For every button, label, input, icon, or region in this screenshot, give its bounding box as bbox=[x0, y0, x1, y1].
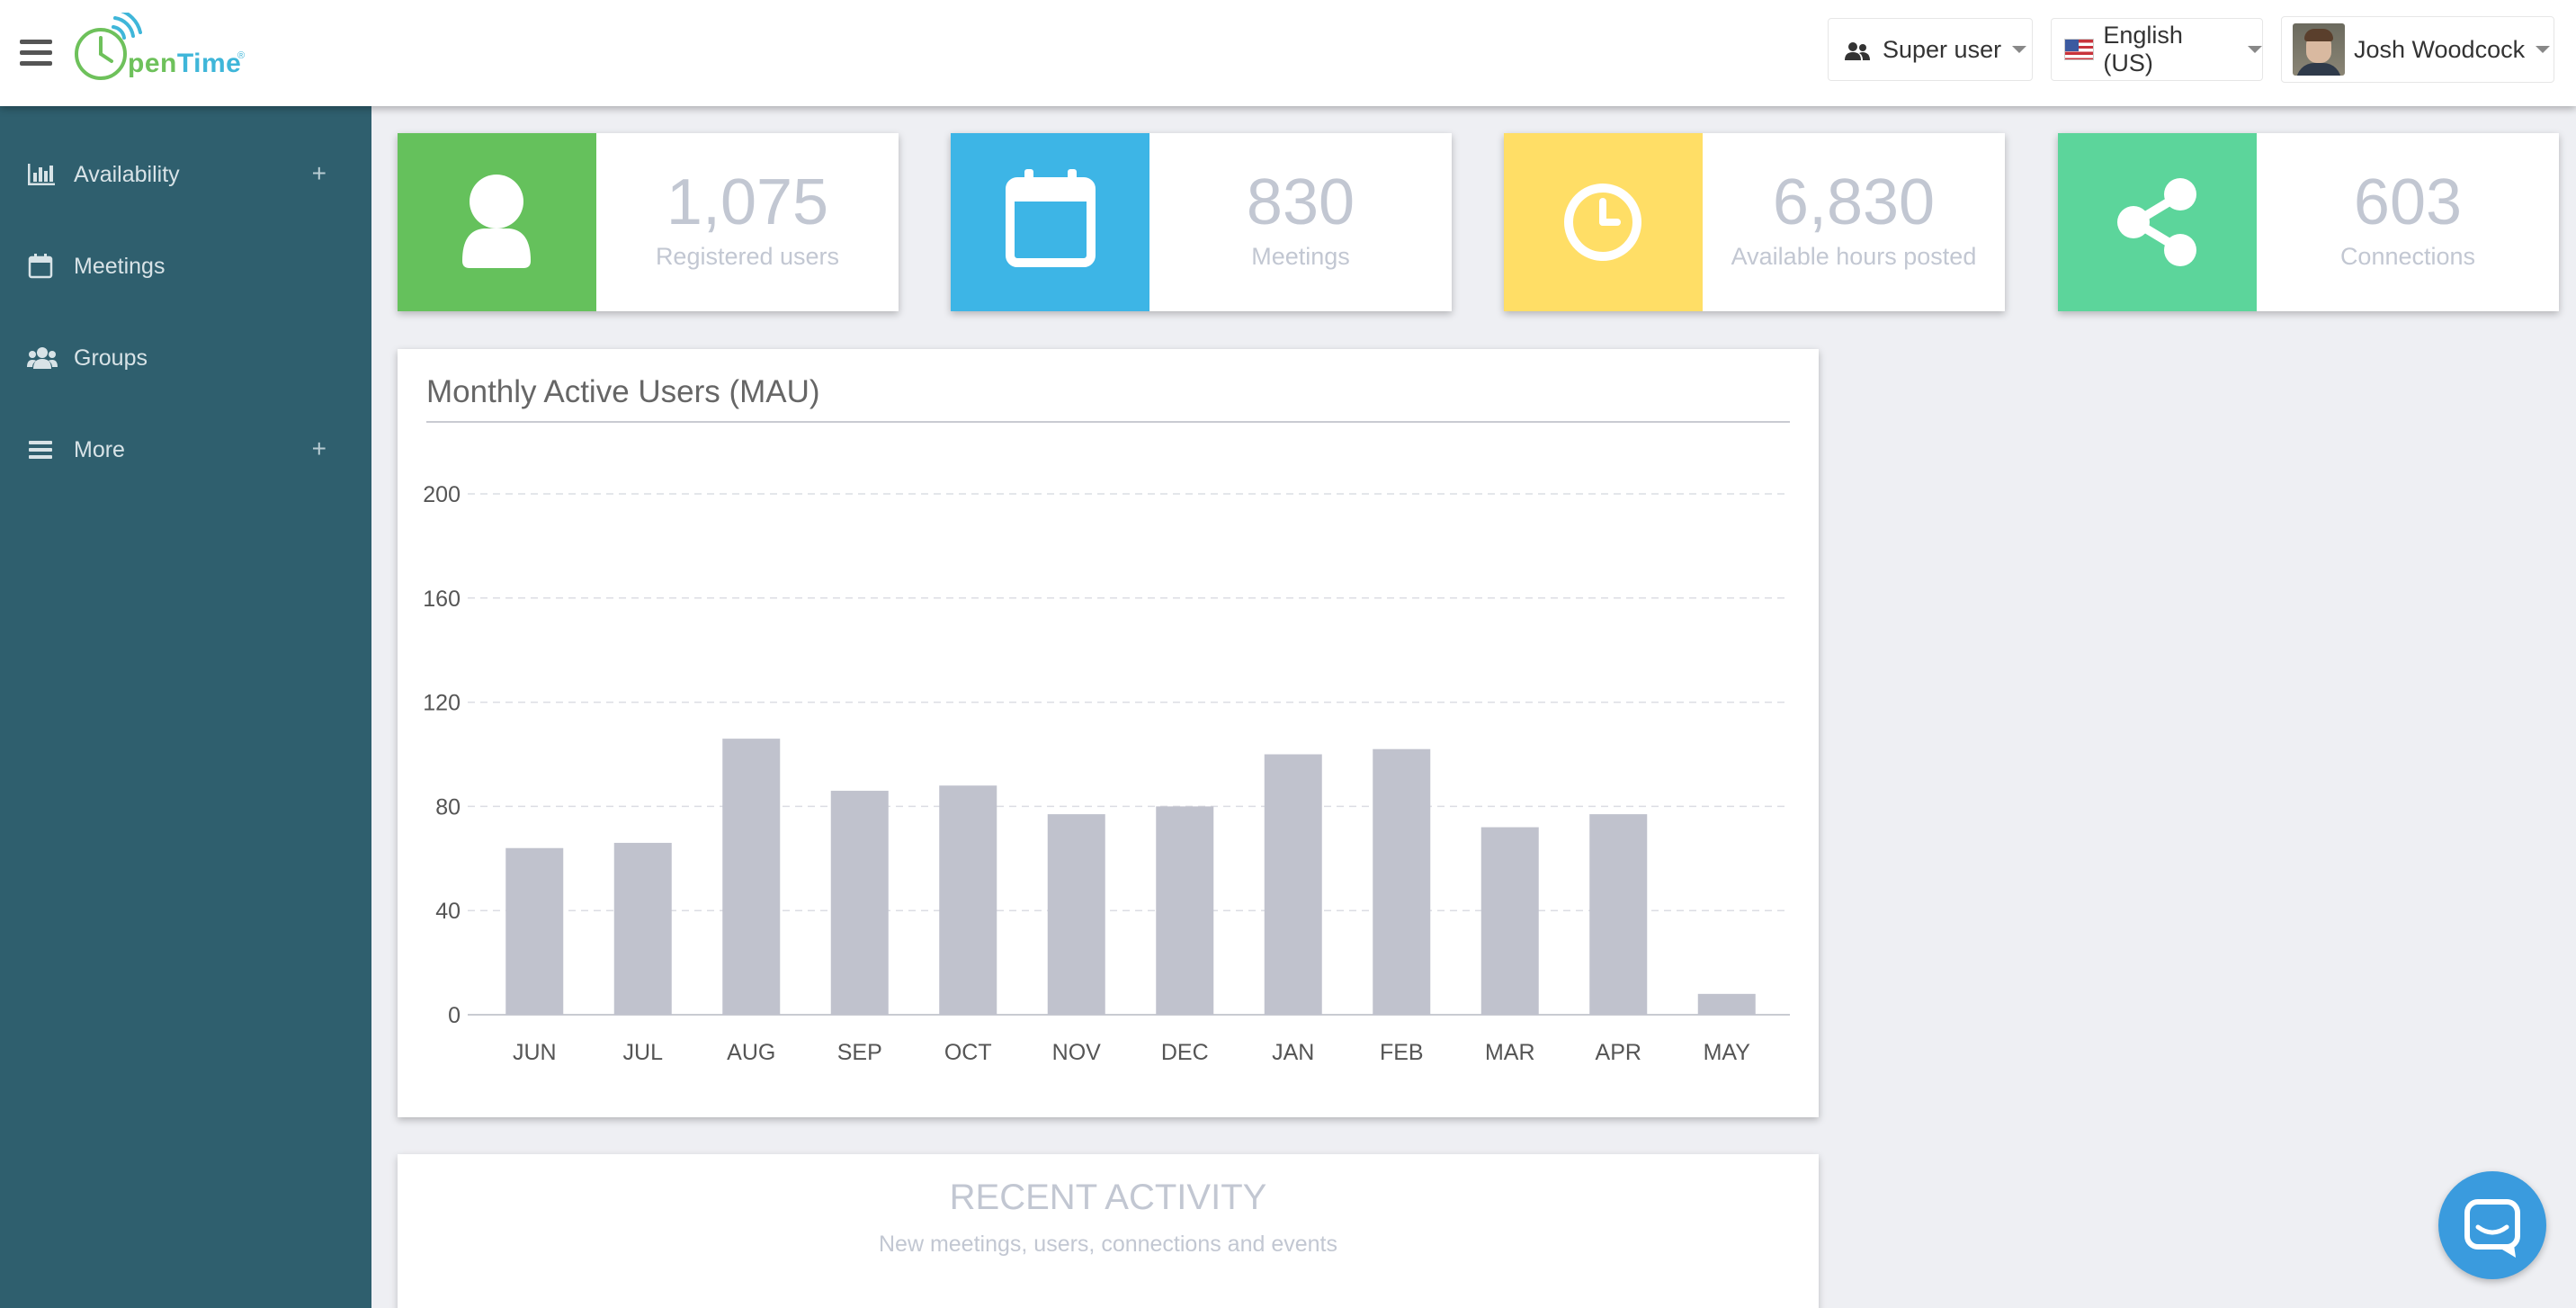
bar-apr[interactable] bbox=[1589, 814, 1648, 1015]
chevron-down-icon bbox=[2012, 46, 2027, 53]
language-label: English (US) bbox=[2103, 22, 2183, 76]
title-divider bbox=[426, 421, 1790, 423]
sidebar-item-label: Groups bbox=[74, 345, 148, 371]
stat-label: Registered users bbox=[655, 243, 840, 270]
stat-tile bbox=[398, 133, 596, 311]
recent-activity-title: RECENT ACTIVITY bbox=[949, 1178, 1267, 1217]
users-icon bbox=[1845, 40, 1870, 60]
x-tick-label: SEP bbox=[837, 1040, 882, 1065]
calendar-icon bbox=[27, 254, 56, 279]
role-dropdown[interactable]: Super user bbox=[1828, 18, 2033, 81]
stat-card-connections[interactable]: 603 Connections bbox=[2058, 133, 2559, 311]
stat-value: 603 bbox=[2353, 166, 2463, 238]
logo-registered-mark: ® bbox=[237, 50, 246, 61]
chat-icon bbox=[2464, 1199, 2520, 1258]
sidebar-item-label: More bbox=[74, 436, 125, 462]
user-name: Josh Woodcock bbox=[2354, 35, 2526, 63]
y-tick-label: 40 bbox=[435, 899, 461, 924]
stat-label: Meetings bbox=[1251, 243, 1350, 270]
x-tick-label: FEB bbox=[1380, 1040, 1424, 1065]
stat-tile bbox=[2058, 133, 2257, 311]
x-tick-label: MAR bbox=[1485, 1040, 1535, 1065]
user-menu-dropdown[interactable]: Josh Woodcock bbox=[2281, 16, 2554, 83]
stat-tile bbox=[1504, 133, 1703, 311]
us-flag-icon bbox=[2064, 39, 2095, 60]
sidebar-item-meetings[interactable]: Meetings bbox=[0, 226, 371, 307]
bar-nov[interactable] bbox=[1047, 814, 1105, 1015]
x-tick-label: NOV bbox=[1052, 1040, 1102, 1065]
x-tick-label: APR bbox=[1596, 1040, 1641, 1065]
expand-plus-icon[interactable]: + bbox=[311, 435, 326, 462]
x-tick-label: DEC bbox=[1161, 1040, 1209, 1065]
language-dropdown[interactable]: English (US) bbox=[2051, 18, 2263, 81]
bar-aug[interactable] bbox=[722, 739, 781, 1015]
chart-title: Monthly Active Users (MAU) bbox=[426, 374, 820, 409]
top-bar: penTime ® Super user English (US) Josh W… bbox=[0, 0, 2576, 106]
bar-dec[interactable] bbox=[1156, 806, 1214, 1015]
y-tick-label: 0 bbox=[448, 1003, 461, 1028]
mau-bar-chart: 0 40 80 120 160 200 JUN JUL AUG SEP OCT NOV DEC JAN FE… bbox=[423, 482, 1790, 1065]
chevron-down-icon bbox=[2248, 46, 2262, 53]
bar-sep[interactable] bbox=[830, 791, 889, 1015]
logo-text: penTime bbox=[128, 49, 241, 79]
user-icon bbox=[462, 175, 531, 268]
bar-oct[interactable] bbox=[939, 785, 997, 1015]
stat-label: Available hours posted bbox=[1731, 243, 1977, 270]
stat-tile bbox=[951, 133, 1149, 311]
sidebar-item-groups[interactable]: Groups bbox=[0, 318, 371, 399]
bar-jun[interactable] bbox=[505, 847, 564, 1015]
sidebar-item-availability[interactable]: Availability + bbox=[0, 134, 371, 215]
stat-card-available-hours[interactable]: 6,830 Available hours posted bbox=[1504, 133, 2005, 311]
y-tick-label: 200 bbox=[423, 482, 461, 507]
y-tick-label: 80 bbox=[435, 794, 461, 820]
role-label: Super user bbox=[1883, 35, 2002, 63]
bar-jan[interactable] bbox=[1264, 754, 1322, 1016]
chat-launcher-button[interactable] bbox=[2438, 1171, 2546, 1279]
chevron-down-icon bbox=[2536, 46, 2551, 53]
stat-value: 6,830 bbox=[1772, 166, 1936, 238]
bar-mar[interactable] bbox=[1480, 827, 1539, 1015]
users-icon bbox=[27, 345, 58, 371]
stat-value: 1,075 bbox=[666, 166, 829, 238]
mau-chart-panel: Monthly Active Users (MAU) 0 40 80 120 160 20… bbox=[398, 349, 1819, 1117]
logo-word-time: Time bbox=[176, 49, 242, 78]
menu-toggle-icon[interactable] bbox=[20, 40, 52, 67]
x-tick-label: MAY bbox=[1704, 1040, 1751, 1065]
x-tick-label: JUL bbox=[623, 1040, 664, 1065]
x-tick-label: JUN bbox=[513, 1040, 557, 1065]
y-tick-label: 160 bbox=[423, 587, 461, 612]
calendar-icon bbox=[1006, 169, 1096, 267]
list-icon bbox=[27, 437, 56, 462]
avatar bbox=[2293, 23, 2345, 76]
bar-may[interactable] bbox=[1697, 993, 1756, 1015]
x-tick-label: AUG bbox=[727, 1040, 775, 1065]
clock-icon bbox=[1564, 184, 1641, 261]
expand-plus-icon[interactable]: + bbox=[311, 159, 326, 187]
y-tick-label: 120 bbox=[423, 691, 461, 716]
sidebar-item-label: Meetings bbox=[74, 253, 165, 279]
x-tick-label: JAN bbox=[1272, 1040, 1314, 1065]
stat-card-registered-users[interactable]: 1,075 Registered users bbox=[398, 133, 899, 311]
bar-chart-icon bbox=[27, 162, 56, 187]
x-tick-label: OCT bbox=[944, 1040, 992, 1065]
stat-label: Connections bbox=[2339, 243, 2476, 270]
stat-card-meetings[interactable]: 830 Meetings bbox=[951, 133, 1452, 311]
opentime-logo[interactable]: penTime ® bbox=[74, 8, 246, 85]
logo-word-open: pen bbox=[128, 49, 177, 78]
bar-jul[interactable] bbox=[613, 842, 672, 1015]
recent-activity-subtitle: New meetings, users, connections and eve… bbox=[879, 1232, 1337, 1257]
bar-feb[interactable] bbox=[1373, 748, 1431, 1015]
stat-value: 830 bbox=[1246, 166, 1355, 238]
sidebar: Availability + Meetings Groups bbox=[0, 106, 371, 1308]
sidebar-item-more[interactable]: More + bbox=[0, 409, 371, 490]
sidebar-item-label: Availability bbox=[74, 161, 180, 187]
recent-activity-panel: RECENT ACTIVITY New meetings, users, con… bbox=[398, 1154, 1819, 1308]
share-icon bbox=[2117, 178, 2196, 266]
